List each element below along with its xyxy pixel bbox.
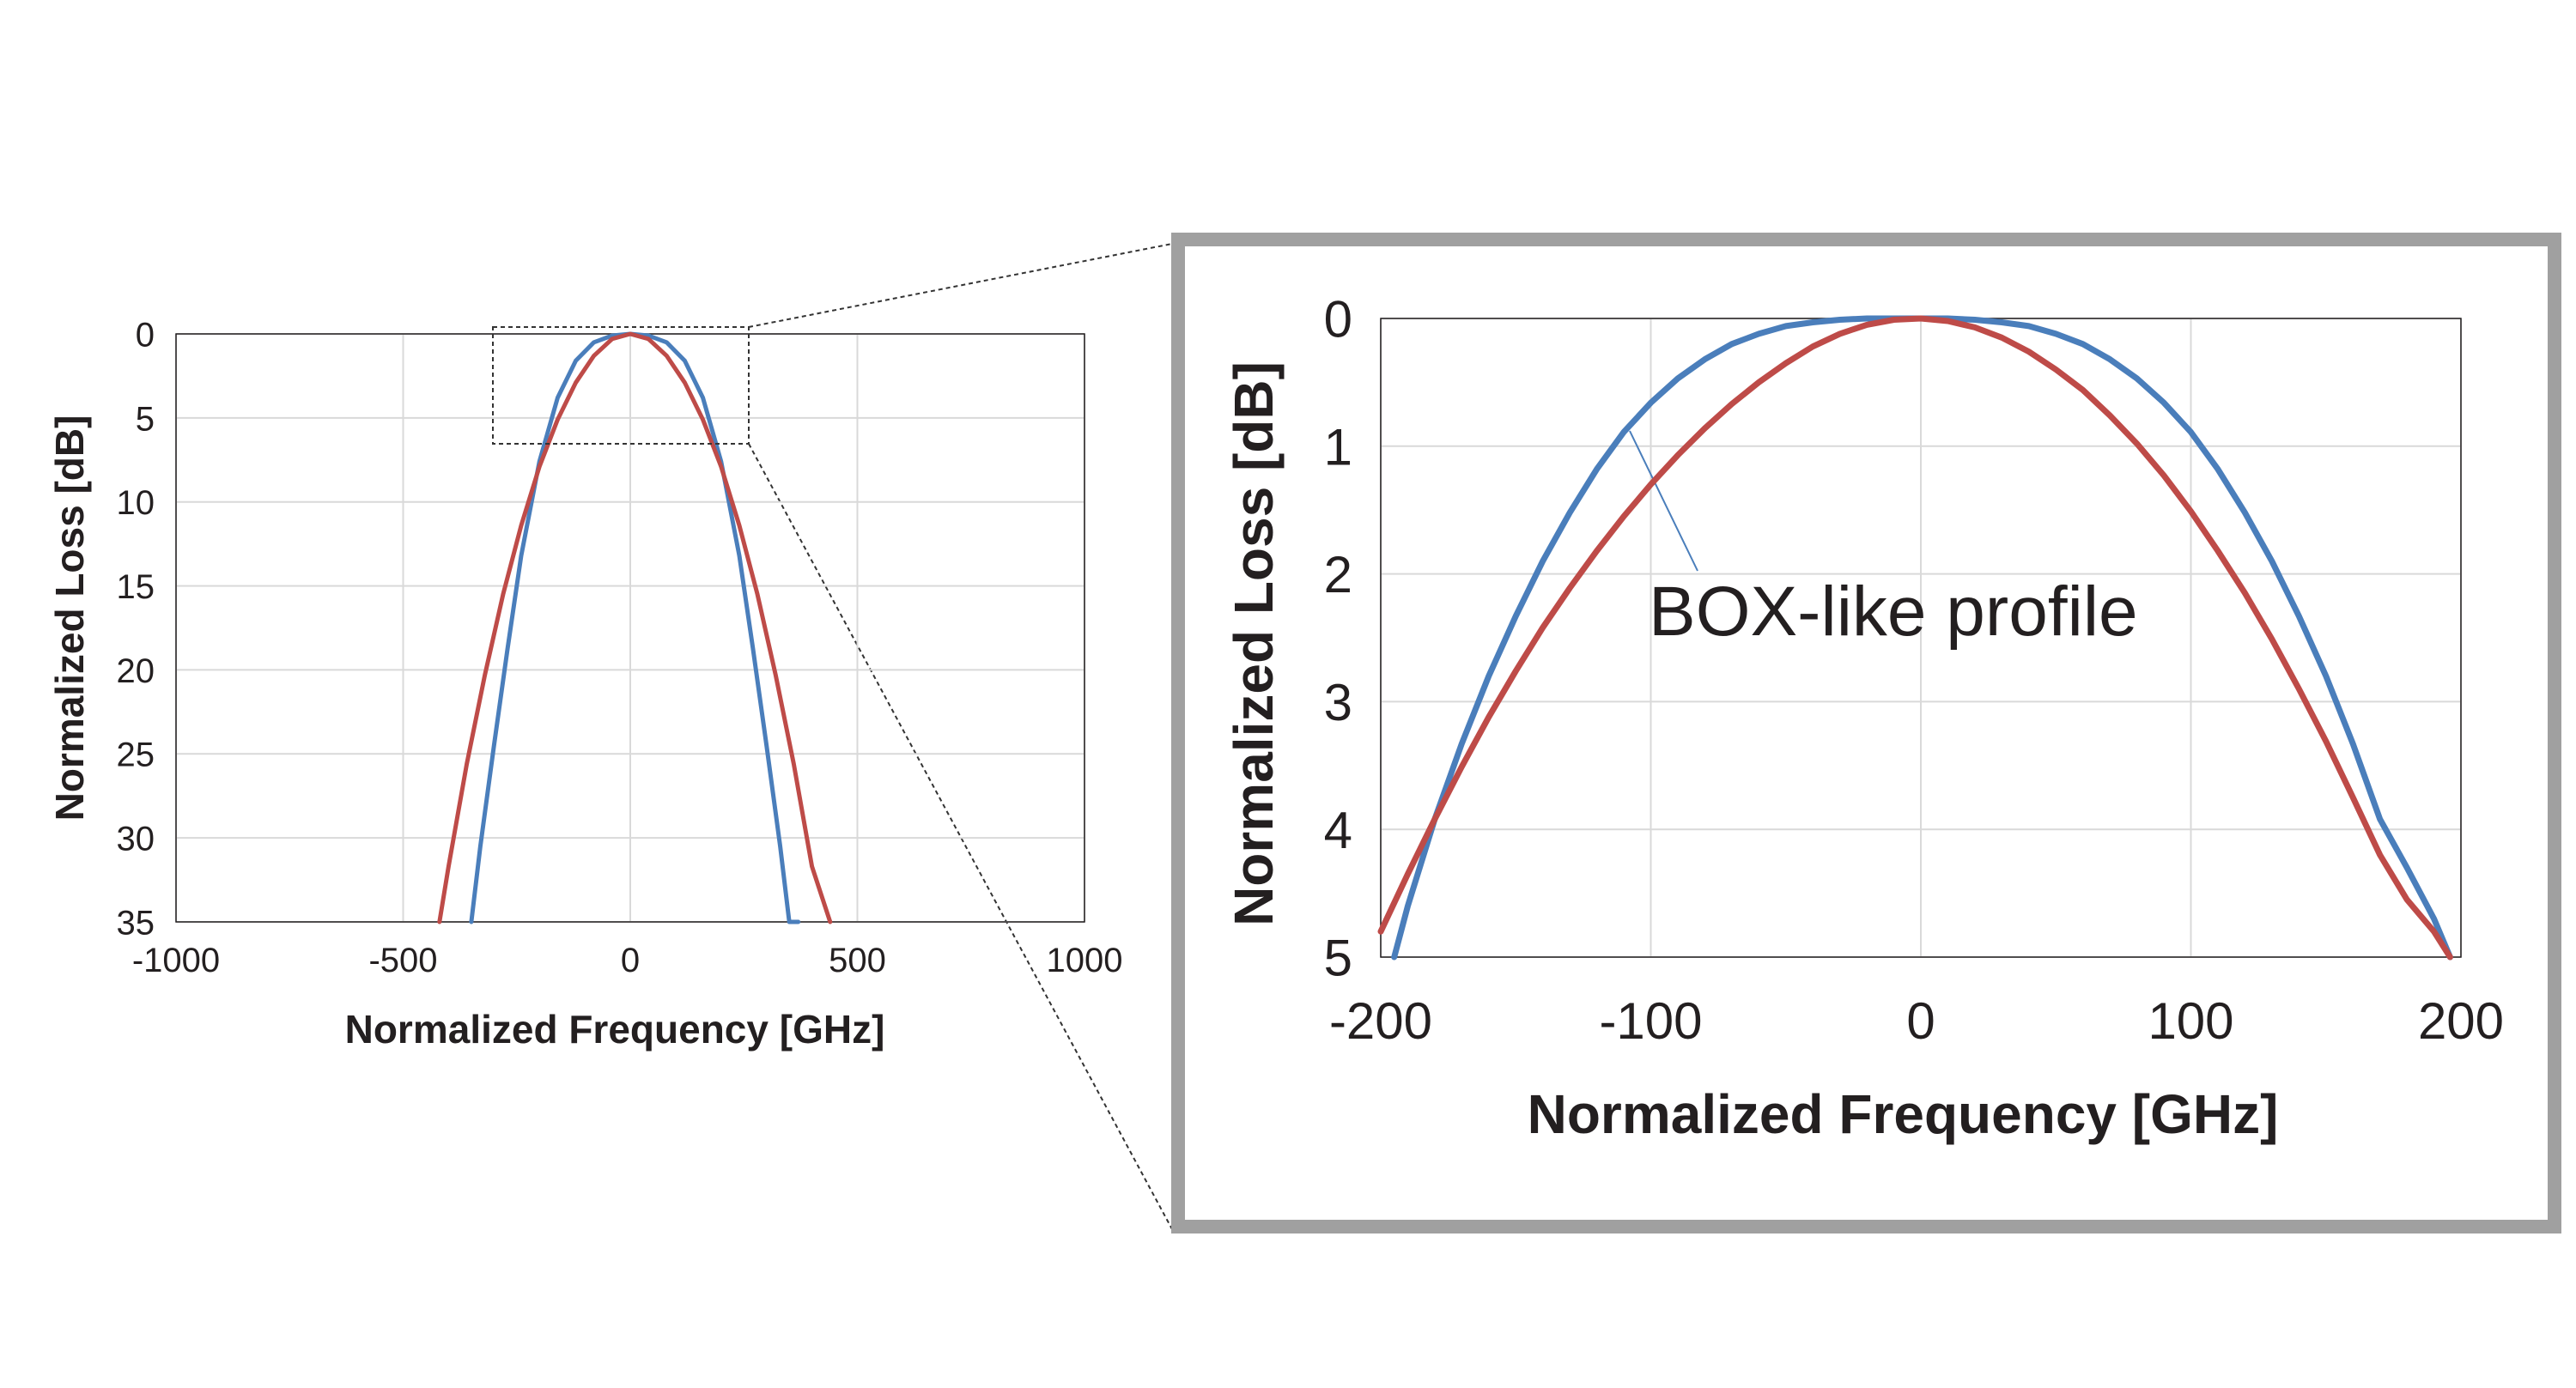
overview-y-tick-label: 20	[117, 652, 155, 690]
overview-series-gaussian-like-line	[437, 331, 833, 924]
overview-y-tick-label: 15	[117, 568, 155, 606]
zoomed-chart: BOX-like profile -200 -100 0 100 200 0 1 2 3 4 5 N…	[1223, 291, 2504, 1145]
overview-x-tick-label: 500	[829, 942, 886, 979]
zoomed-y-tick-label: 3	[1324, 674, 1352, 731]
zoomed-y-axis-label: Normalized Loss [dB]	[1223, 361, 1285, 926]
overview-x-tick-label: -1000	[132, 942, 220, 979]
zoomed-y-tick-label: 4	[1324, 802, 1352, 859]
overview-x-tick-label: -500	[368, 942, 437, 979]
annotation-pointer	[1629, 430, 1698, 572]
overview-x-tick-label: 1000	[1047, 942, 1123, 979]
zoomed-x-tick-label: -100	[1599, 992, 1702, 1050]
overview-x-axis-label: Normalized Frequency [GHz]	[345, 1007, 885, 1052]
zoomed-x-axis-label: Normalized Frequency [GHz]	[1528, 1083, 2279, 1145]
overview-series	[437, 331, 833, 924]
zoomed-x-tick-label: 200	[2418, 992, 2504, 1050]
zoomed-y-tick-label: 1	[1324, 418, 1352, 476]
zoomed-x-tick-label: 0	[1906, 992, 1935, 1050]
zoomed-series	[1377, 315, 2453, 961]
overview-ticks: -1000 -500 0 500 1000 0 5 10 15 20 25 30 35	[117, 316, 1123, 979]
zoom-connector-top	[748, 243, 1173, 328]
zoomed-x-tick-label: -200	[1329, 992, 1432, 1050]
overview-y-axis-label: Normalized Loss [dB]	[47, 415, 92, 821]
zoomed-series-gaussian-like-line	[1377, 315, 2453, 961]
overview-y-tick-label: 10	[117, 484, 155, 522]
overview-y-tick-label: 5	[136, 400, 155, 438]
overview-y-tick-label: 0	[136, 316, 155, 354]
zoomed-y-tick-label: 2	[1324, 546, 1352, 603]
zoomed-y-tick-label: 0	[1324, 291, 1352, 349]
overview-x-tick-label: 0	[621, 942, 640, 979]
overview-y-tick-label: 35	[117, 904, 155, 942]
overview-grid	[175, 333, 1085, 923]
zoomed-x-tick-label: 100	[2148, 992, 2233, 1050]
box-like-profile-annotation: BOX-like profile	[1649, 573, 2138, 651]
zoomed-ticks: -200 -100 0 100 200 0 1 2 3 4 5	[1324, 291, 2504, 1050]
zoom-region-box	[492, 326, 750, 445]
overview-chart: -1000 -500 0 500 1000 0 5 10 15 20 25 30 35 Normaliz…	[47, 316, 1122, 1052]
zoom-connector-bottom	[748, 443, 1173, 1230]
overview-y-tick-label: 25	[117, 736, 155, 774]
zoomed-y-tick-label: 5	[1324, 930, 1352, 987]
overview-y-tick-label: 30	[117, 821, 155, 858]
